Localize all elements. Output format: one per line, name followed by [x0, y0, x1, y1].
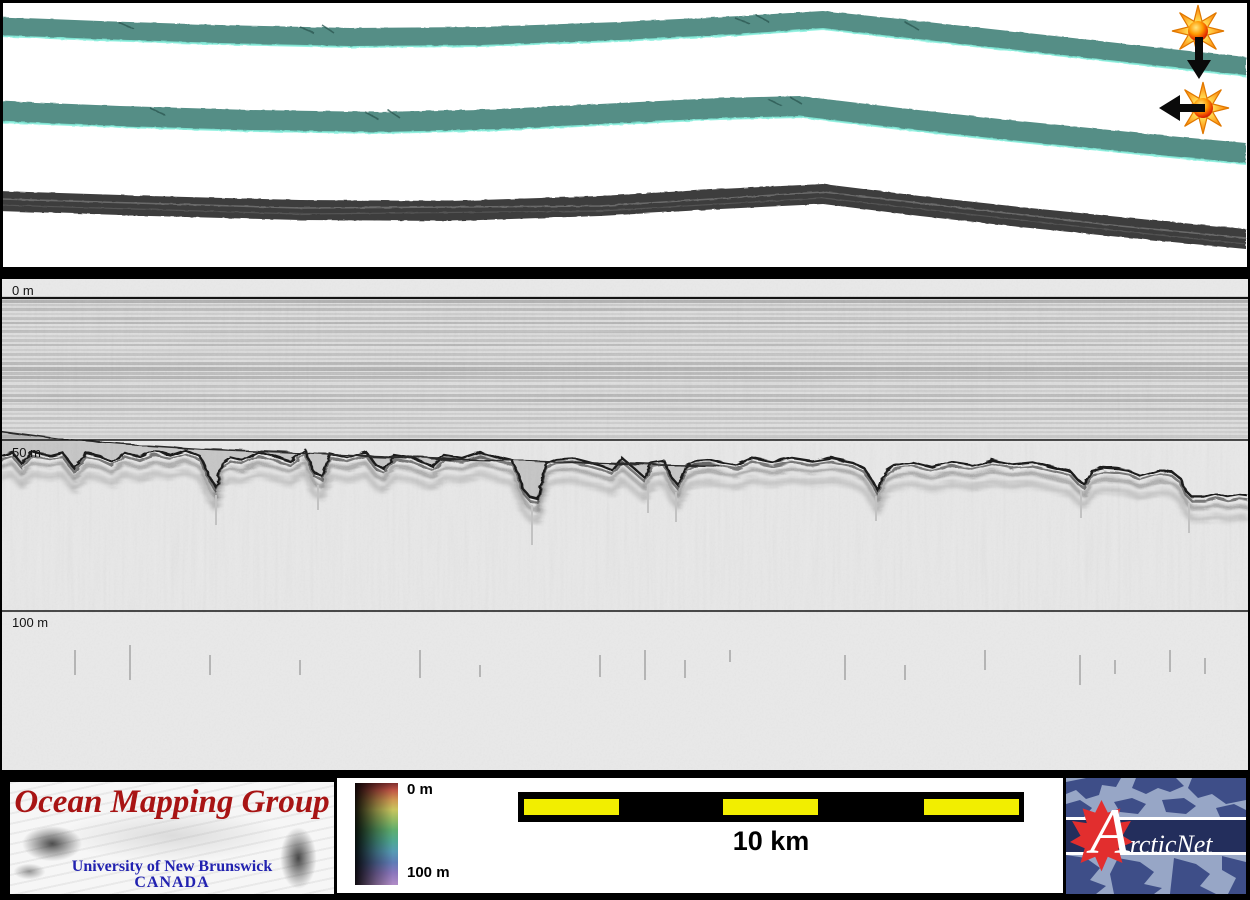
depth-label-0m: 0 m: [12, 283, 34, 298]
footer-bar: Ocean Mapping Group University of New Br…: [0, 770, 1250, 900]
pockmark-tails: [215, 485, 1190, 545]
depth-grid-lines: [2, 296, 1248, 612]
down-arrow-icon: [1187, 37, 1211, 79]
arcticnet-wordmark: ArcticNet: [1090, 796, 1213, 868]
omg-subtitle: University of New Brunswick: [71, 858, 273, 875]
subbottom-profile-panel: 0 m 50 m 100 m: [2, 279, 1248, 770]
starburst-marker-left: [1159, 81, 1230, 135]
maple-leaf-icon: [1070, 800, 1133, 872]
scale-segment: [924, 799, 1019, 815]
colorbar-bottom-label: 100 m: [407, 864, 450, 881]
distance-scale-bar: [518, 792, 1024, 822]
omg-title: Ocean Mapping Group: [14, 784, 330, 820]
ocean-mapping-group-logo: Ocean Mapping Group University of New Br…: [8, 780, 336, 896]
multibeam-swath-1: [3, 11, 1247, 77]
scale-segment: [524, 799, 619, 815]
scale-segment: [723, 799, 818, 815]
depth-colorbar: [355, 783, 398, 885]
distance-scale-label: 10 km: [732, 826, 810, 856]
swath-map-panel: [3, 3, 1247, 267]
left-arrow-icon: [1159, 95, 1205, 121]
seafloor-trace: [2, 430, 1248, 521]
scales-panel: 0 m 100 m 10 km: [337, 778, 1063, 893]
arcticnet-logo: ArcticNet: [1066, 778, 1246, 894]
arcticnet-map-graphic: [1066, 778, 1246, 894]
sidescan-swath: [3, 184, 1247, 249]
swath-map-graphic: [3, 4, 1247, 249]
depth-label-100m: 100 m: [12, 615, 49, 630]
depth-label-50m: 50 m: [12, 445, 41, 460]
colorbar-top-label: 0 m: [407, 781, 433, 798]
starburst-marker-down: [1171, 4, 1225, 79]
subbottom-profile-graphic: [2, 279, 1248, 770]
omg-country: CANADA: [134, 874, 210, 891]
multibeam-swath-2: [3, 96, 1247, 165]
deep-scatter-marks: [74, 645, 1206, 685]
